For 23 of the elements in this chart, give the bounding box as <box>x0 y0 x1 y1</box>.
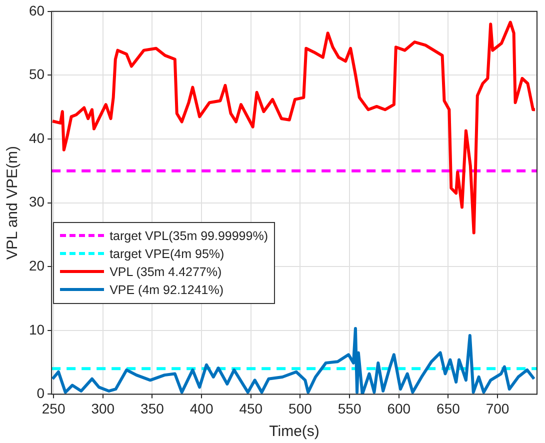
x-tick-label: 450 <box>239 400 263 416</box>
x-tick-label: 250 <box>42 400 66 416</box>
y-tick-label: 30 <box>28 194 45 210</box>
x-tick-label: 400 <box>190 400 214 416</box>
legend-label: target VPE(4m 95%) <box>110 246 224 261</box>
y-tick-label: 0 <box>36 385 45 402</box>
y-axis-title: VPL and VPE(m) <box>4 146 22 260</box>
y-tick-label: 40 <box>28 130 45 146</box>
y-tick-label: 20 <box>28 257 45 274</box>
x-axis-title: Time(s) <box>269 423 320 440</box>
y-tick-label: 60 <box>28 2 45 18</box>
y-tick-label: 50 <box>28 66 45 82</box>
x-tick-label: 650 <box>436 400 460 416</box>
legend-label: VPE (4m 92.1241%) <box>110 282 224 297</box>
x-tick-label: 550 <box>338 400 362 416</box>
x-tick-label: 700 <box>486 400 510 416</box>
x-tick-label: 300 <box>91 400 115 416</box>
y-tick-label: 10 <box>28 321 45 338</box>
legend-label: target VPL(35m 99.99999%) <box>110 228 268 243</box>
x-tick-label: 500 <box>288 400 312 416</box>
x-tick-label: 350 <box>140 400 164 416</box>
x-tick-label: 600 <box>387 400 411 416</box>
legend-label: VPL (35m 4.4277%) <box>110 264 222 279</box>
